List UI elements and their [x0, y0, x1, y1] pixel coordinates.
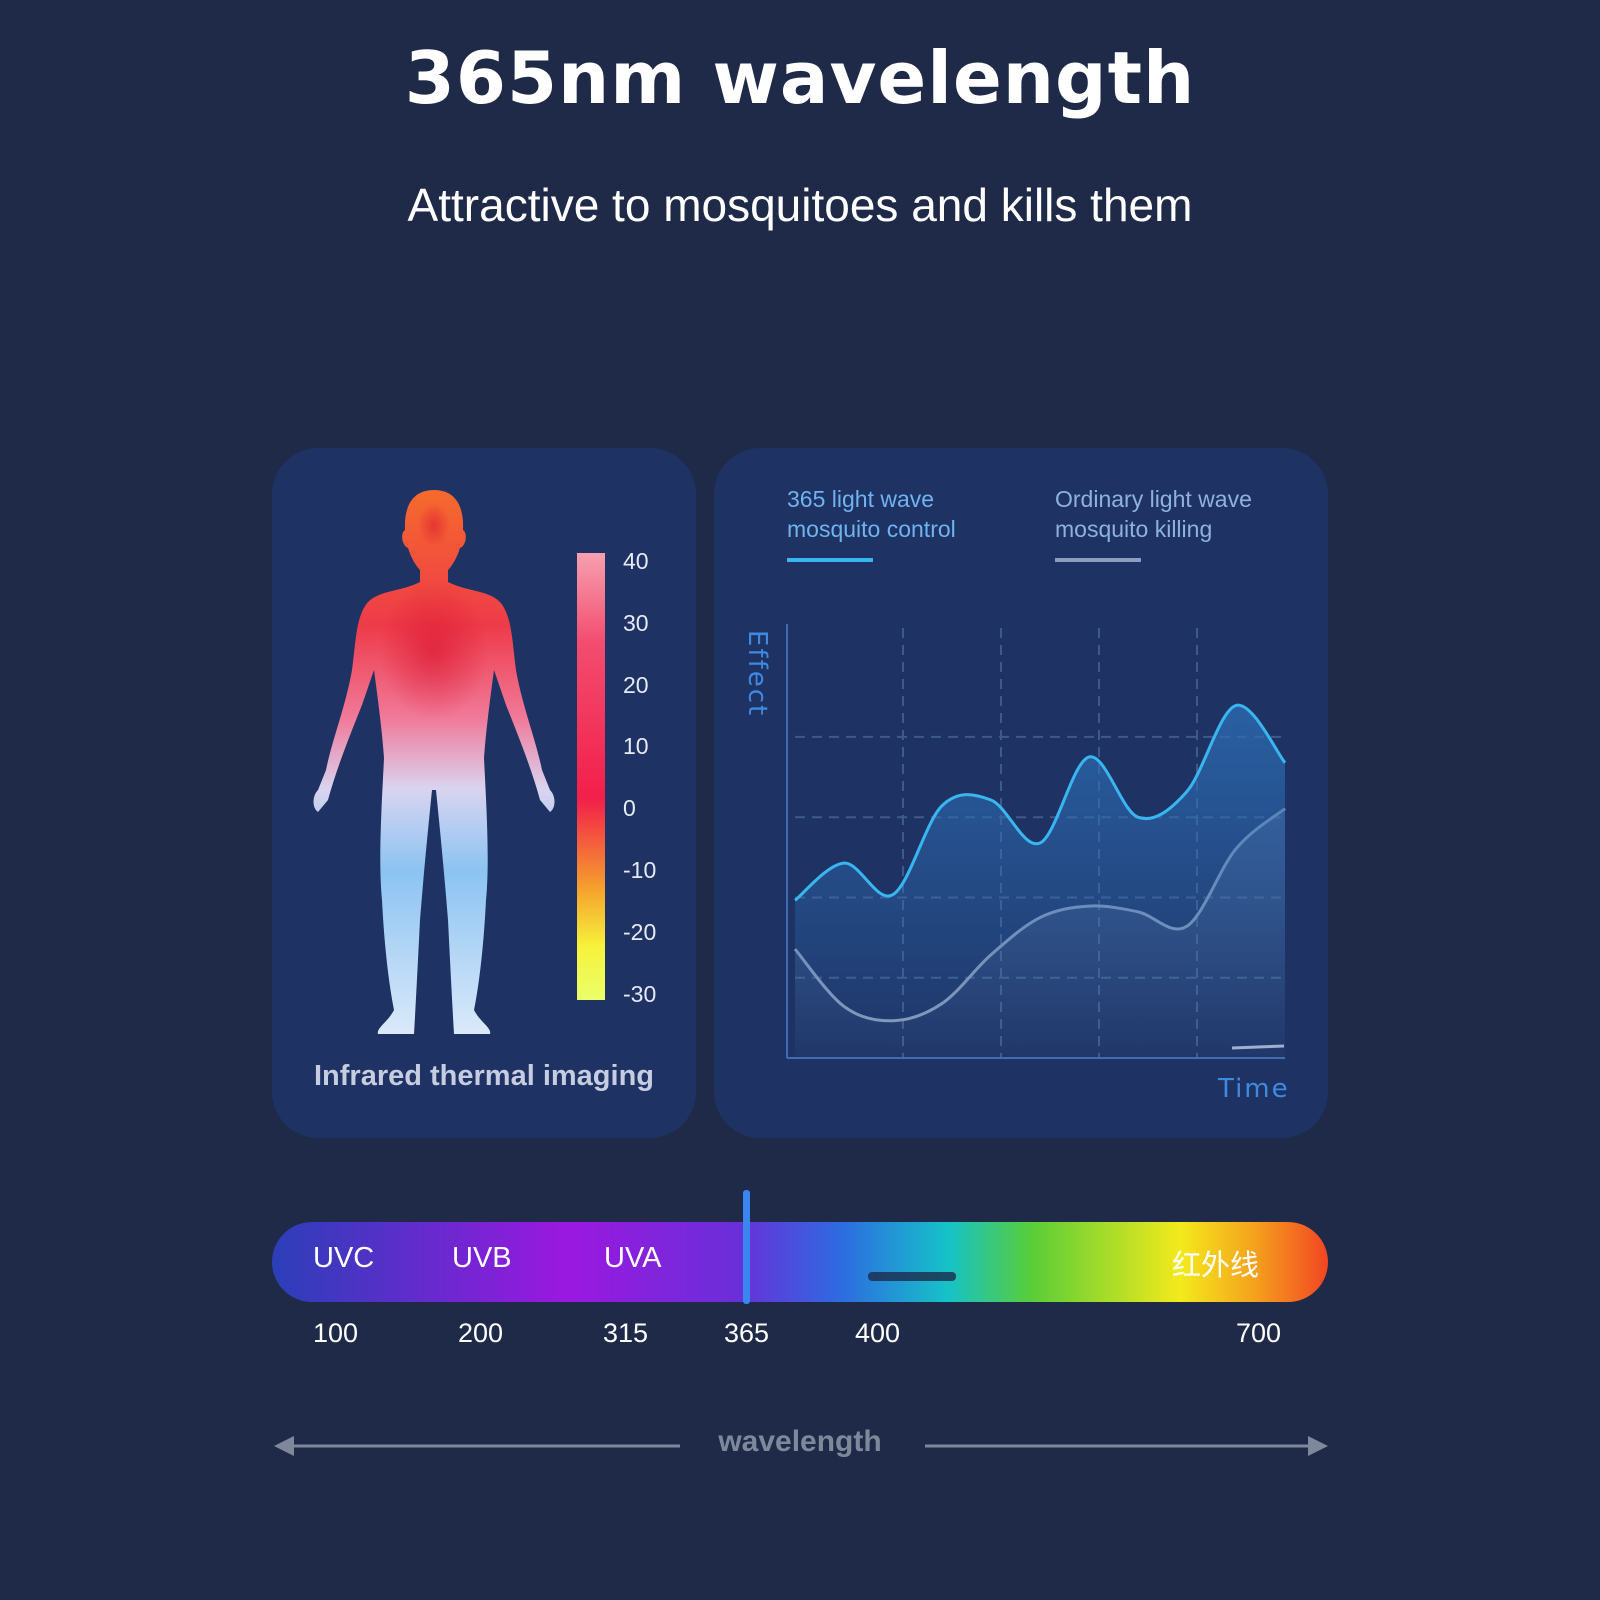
scale-label: -10: [623, 857, 657, 883]
band-label-infrared: 红外线: [1172, 1248, 1260, 1282]
band-label-uvb: UVB: [452, 1242, 512, 1274]
series-365-light-wave-area: [795, 705, 1285, 1058]
thermal-body-figure: [313, 490, 555, 1034]
scale-label: -20: [623, 919, 657, 945]
legend-swatch-365: [787, 558, 873, 562]
scale-label: 40: [623, 548, 649, 574]
page-subtitle: Attractive to mosquitoes and kills them: [407, 179, 1193, 231]
wavelength-value: 700: [1236, 1318, 1282, 1348]
page-title: 365nm wavelength: [404, 36, 1196, 120]
scale-label: 10: [623, 733, 649, 759]
wavelength-value: 365: [724, 1318, 770, 1348]
x-axis-label: Time: [1218, 1074, 1290, 1104]
legend-ordinary-line2: mosquito killing: [1055, 516, 1213, 542]
scale-label: 30: [623, 610, 649, 636]
thermal-caption: Infrared thermal imaging: [313, 1060, 654, 1092]
legend-365-line1: 365 light wave: [787, 486, 935, 512]
wavelength-value: 200: [458, 1318, 504, 1348]
legend-ordinary: Ordinary light wave mosquito killing: [1055, 484, 1252, 544]
wavelength-arrow: [274, 1436, 1328, 1456]
band-label-uva: UVA: [604, 1242, 662, 1274]
chart-series: [793, 703, 1287, 1058]
legend-365-line2: mosquito control: [787, 516, 956, 542]
scale-label: 20: [623, 672, 649, 698]
wavelength-365-marker: [743, 1190, 750, 1304]
y-axis-label: Effect: [742, 630, 772, 718]
band-label-uvc: UVC: [313, 1242, 375, 1274]
scale-label: 0: [623, 795, 636, 821]
legend-swatch-ordinary: [1055, 558, 1141, 562]
wavelength-value: 400: [855, 1318, 901, 1348]
scale-label: -30: [623, 981, 657, 1007]
wavelength-axis-label: wavelength: [718, 1425, 882, 1458]
legend-365: 365 light wave mosquito control: [787, 484, 956, 544]
series-365-light-wave-line: [794, 703, 1287, 902]
temperature-scale-bar: [577, 553, 605, 1000]
spectrum-bar: [272, 1222, 1328, 1302]
wavelength-value: 100: [313, 1318, 359, 1348]
wavelength-value: 315: [603, 1318, 649, 1348]
spectrum-shadow: [868, 1272, 956, 1281]
legend-ordinary-line1: Ordinary light wave: [1055, 486, 1252, 512]
